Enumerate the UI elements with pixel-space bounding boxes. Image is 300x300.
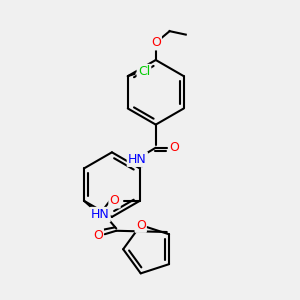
Text: HN: HN bbox=[91, 208, 110, 221]
Text: HN: HN bbox=[128, 153, 147, 166]
Text: O: O bbox=[136, 219, 146, 232]
Text: O: O bbox=[169, 141, 179, 154]
Text: O: O bbox=[110, 194, 119, 207]
Text: O: O bbox=[151, 36, 161, 49]
Text: O: O bbox=[93, 229, 103, 242]
Text: Cl: Cl bbox=[138, 65, 150, 78]
